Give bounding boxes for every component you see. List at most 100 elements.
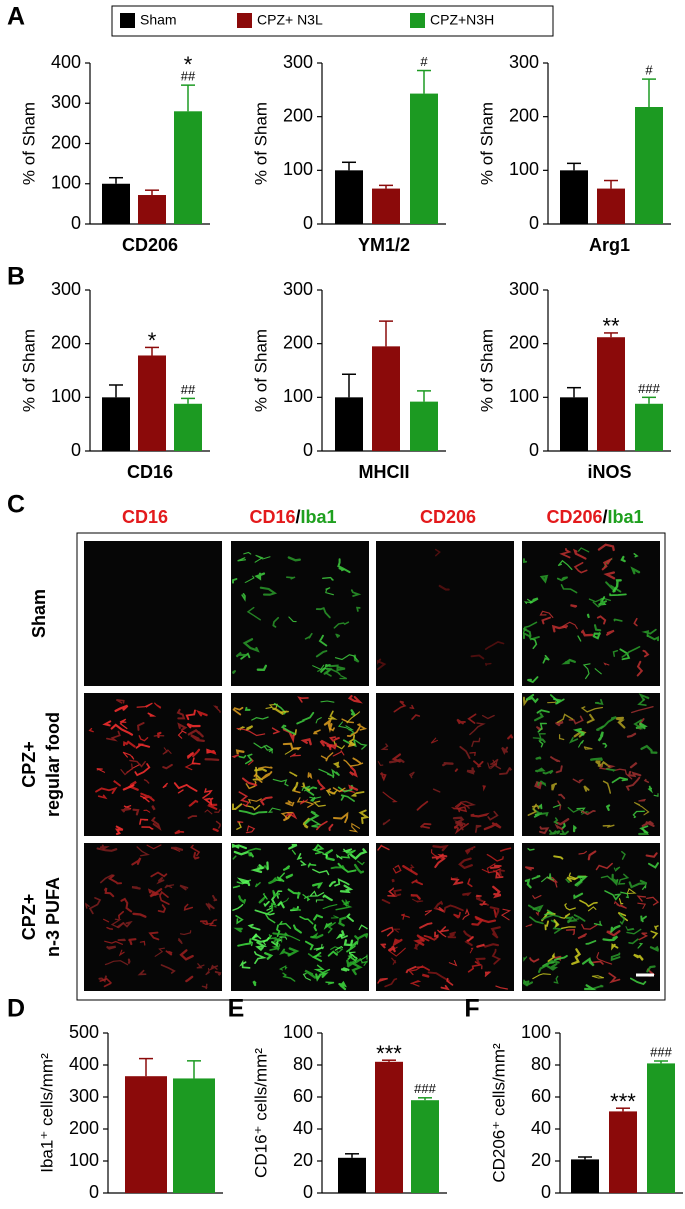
y-tick-label: 100 xyxy=(509,159,539,179)
cell-signal xyxy=(291,849,296,856)
y-tick-label: 300 xyxy=(509,279,539,299)
cell-signal xyxy=(214,970,222,976)
cell-signal xyxy=(602,780,612,794)
cell-signal xyxy=(325,981,335,985)
column-header-part: CD206 xyxy=(546,507,602,527)
cell-signal xyxy=(613,866,621,872)
y-tick-label: 60 xyxy=(293,1086,313,1106)
cell-signal xyxy=(334,654,358,661)
cell-signal xyxy=(388,946,406,957)
cell-signal xyxy=(147,712,157,717)
cell-signal xyxy=(271,727,281,735)
cell-signal xyxy=(302,894,311,902)
cell-signal xyxy=(247,923,261,931)
y-tick-label: 80 xyxy=(531,1054,551,1074)
cell-signal xyxy=(96,847,118,852)
cell-signal xyxy=(410,894,421,900)
cell-signal xyxy=(272,707,284,715)
cell-signal xyxy=(456,718,466,725)
cell-signal xyxy=(131,857,142,866)
bar xyxy=(375,1061,403,1193)
cell-signal xyxy=(187,815,198,820)
cell-signal xyxy=(245,825,256,834)
x-axis-label: Arg1 xyxy=(589,235,630,255)
cell-signal xyxy=(173,848,181,852)
cell-signal xyxy=(96,768,106,773)
cell-signal xyxy=(392,928,401,933)
cell-signal xyxy=(412,898,424,903)
cell-signal xyxy=(240,652,251,660)
cell-signal xyxy=(272,936,283,947)
cell-signal xyxy=(235,651,247,658)
cell-signal xyxy=(556,713,574,724)
cell-signal xyxy=(593,920,603,927)
cell-signal xyxy=(272,616,280,628)
cell-signal xyxy=(307,862,311,868)
cell-signal xyxy=(611,943,619,951)
y-tick-label: 100 xyxy=(509,386,539,406)
cell-signal xyxy=(341,898,349,908)
cell-signal xyxy=(309,863,317,867)
cell-signal xyxy=(153,702,162,709)
cell-signal xyxy=(318,768,334,777)
cell-signal xyxy=(473,760,484,768)
cell-signal xyxy=(129,759,146,768)
cell-signal xyxy=(287,556,301,562)
cell-signal xyxy=(123,805,132,810)
y-tick-label: 100 xyxy=(283,1022,313,1042)
cell-signal xyxy=(645,852,658,858)
cell-signal xyxy=(88,727,94,733)
significance-label: ## xyxy=(181,69,196,84)
cell-signal xyxy=(553,919,560,928)
cell-signal xyxy=(580,706,604,713)
cell-signal xyxy=(553,817,559,825)
cell-signal xyxy=(598,596,607,606)
cell-signal xyxy=(192,748,201,758)
cell-signal xyxy=(244,706,251,711)
cell-signal xyxy=(467,961,483,973)
cell-signal xyxy=(318,634,328,647)
cell-signal xyxy=(348,784,359,791)
cell-signal xyxy=(251,716,269,721)
cell-signal xyxy=(332,787,346,793)
cell-signal xyxy=(304,940,314,951)
cell-signal xyxy=(481,714,495,720)
cell-signal xyxy=(193,851,200,860)
cell-signal xyxy=(606,768,617,772)
bar xyxy=(410,401,438,451)
y-axis-label: CD206⁺ cells/mm² xyxy=(489,1043,508,1183)
cell-signal xyxy=(538,738,546,743)
cell-signal xyxy=(495,985,508,990)
cell-signal xyxy=(555,818,570,826)
cell-signal xyxy=(548,829,558,835)
column-header: CD206/Iba1 xyxy=(546,507,643,527)
y-tick-label: 60 xyxy=(531,1086,551,1106)
cell-signal xyxy=(287,888,301,899)
column-header-part: Iba1 xyxy=(608,507,644,527)
cell-signal xyxy=(95,786,118,795)
cell-signal xyxy=(629,977,647,986)
cell-signal xyxy=(619,648,631,661)
cell-signal xyxy=(104,887,115,898)
cell-signal xyxy=(329,743,338,750)
cell-signal xyxy=(140,792,155,802)
cell-signal xyxy=(559,830,569,835)
cell-signal xyxy=(313,843,325,851)
row-label: CPZ+ xyxy=(19,741,39,788)
cell-signal xyxy=(484,641,505,651)
y-tick-label: 0 xyxy=(529,440,539,460)
cell-signal xyxy=(601,557,613,571)
micrograph xyxy=(84,541,222,686)
cell-signal xyxy=(340,933,348,940)
y-tick-label: 100 xyxy=(69,1150,99,1170)
cell-signal xyxy=(393,889,402,897)
cell-signal xyxy=(577,933,587,940)
cell-signal xyxy=(282,972,296,982)
cell-signal xyxy=(536,709,550,714)
cell-signal xyxy=(620,891,630,899)
cell-signal xyxy=(345,725,355,731)
cell-signal xyxy=(347,741,356,748)
cell-signal xyxy=(340,849,356,859)
cell-signal xyxy=(202,922,214,926)
cell-signal xyxy=(632,810,645,819)
